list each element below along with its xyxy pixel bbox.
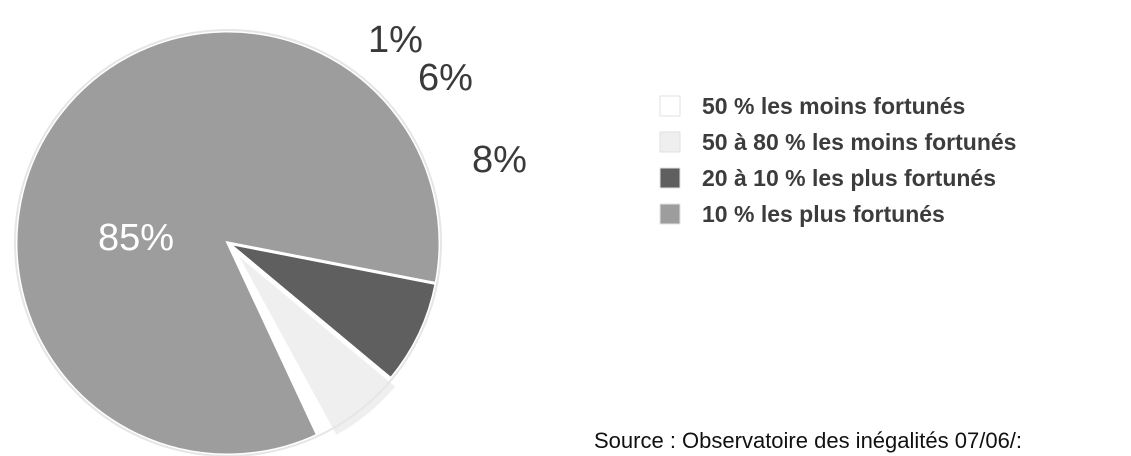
legend-label: 50 % les moins fortunés: [702, 93, 965, 119]
source-note: Source : Observatoire des inégalités 07/…: [594, 428, 1022, 453]
legend-label: 10 % les plus fortunés: [702, 201, 945, 227]
slice-value-label: 1%: [368, 19, 423, 61]
slice-value-label: 6%: [418, 57, 473, 99]
slice-value-label: 85%: [98, 217, 174, 259]
legend-label: 50 à 80 % les moins fortunés: [702, 129, 1016, 155]
legend: 50 % les moins fortunés 50 à 80 % les moi…: [660, 93, 1016, 227]
legend-swatch: [660, 168, 680, 188]
legend-swatch: [660, 96, 680, 116]
legend-swatch: [660, 204, 680, 224]
legend-label: 20 à 10 % les plus fortunés: [702, 165, 996, 191]
pie-slices: [15, 30, 441, 456]
slice-value-label: 8%: [472, 139, 527, 181]
legend-swatch: [660, 132, 680, 152]
